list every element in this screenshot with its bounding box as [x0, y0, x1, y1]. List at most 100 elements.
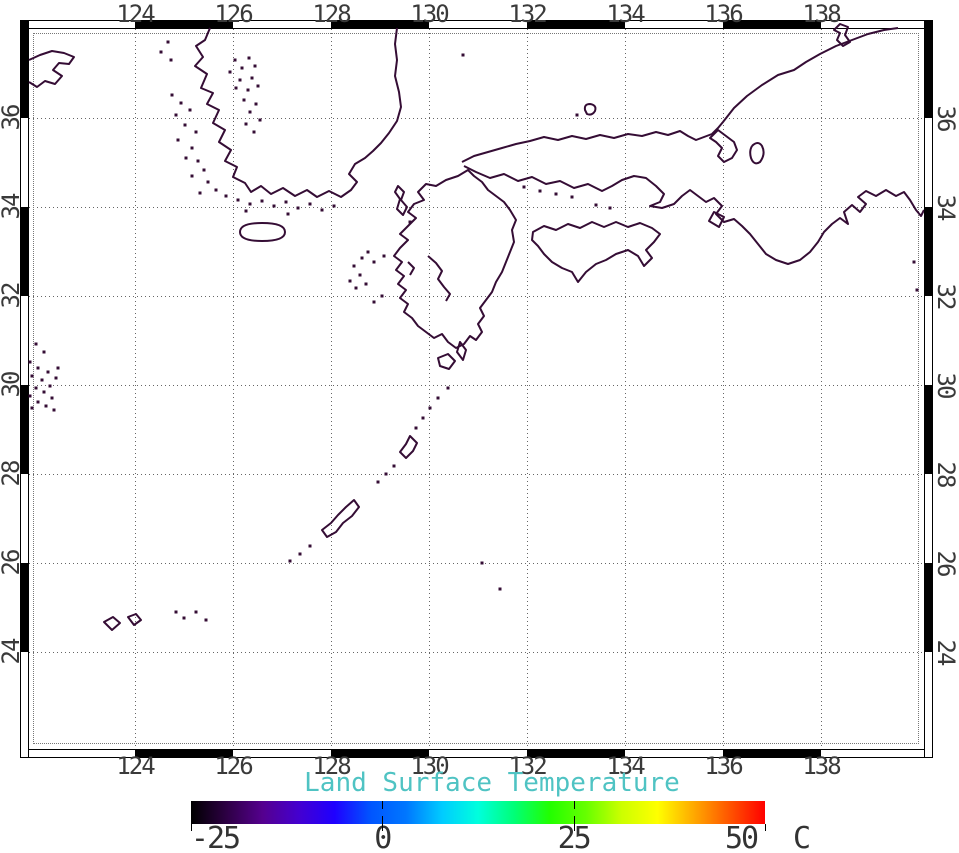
small-island: [258, 118, 262, 122]
small-island: [34, 342, 38, 346]
small-island: [308, 202, 312, 206]
lon-tick-label-bottom: 134: [606, 752, 645, 780]
colorbar-tick: [382, 801, 384, 809]
small-island: [594, 203, 598, 207]
small-island: [286, 212, 290, 216]
small-island: [248, 202, 252, 206]
lat-tick-label-right: 36: [932, 105, 959, 131]
small-island: [40, 378, 44, 382]
small-island: [194, 130, 198, 134]
small-island: [183, 123, 187, 127]
frame-band: [925, 207, 932, 296]
colorbar-tick-label: 0: [374, 821, 392, 853]
colorbar-gradient: [191, 801, 765, 824]
small-island: [214, 188, 218, 192]
coastline-awaji: [708, 211, 725, 228]
lat-tick-label-left: 24: [0, 639, 25, 665]
small-island: [915, 288, 919, 292]
small-island: [50, 396, 54, 400]
gridline-meridian: [233, 29, 234, 749]
small-island: [56, 366, 60, 370]
colorbar-unit-label: C: [792, 821, 811, 853]
small-island: [380, 294, 384, 298]
small-island: [392, 464, 396, 468]
lat-tick-label-right: 34: [932, 194, 959, 220]
lon-tick-label-bottom: 136: [704, 752, 743, 780]
lat-tick-label-left: 34: [0, 194, 25, 220]
lon-tick-label-top: 128: [312, 0, 351, 28]
lat-tick-label-left: 36: [0, 105, 25, 131]
frame-band: [331, 21, 429, 28]
small-island: [372, 260, 376, 264]
coastline-shikoku: [531, 221, 661, 283]
frame-band: [925, 563, 932, 652]
small-island: [44, 404, 48, 408]
small-island: [436, 396, 440, 400]
gridline-meridian: [331, 29, 332, 749]
lon-tick-label-bottom: 130: [410, 752, 449, 780]
coastline-lake-biwa: [749, 142, 765, 165]
coastline-jeju-island: [239, 222, 286, 242]
gridline-meridian: [723, 29, 724, 749]
coastline-map: [28, 23, 924, 631]
small-island: [233, 58, 237, 62]
small-island: [46, 370, 50, 374]
colorbar-tick: [191, 824, 192, 831]
small-island: [166, 40, 170, 44]
small-island: [196, 159, 200, 163]
colorbar-tick: [573, 816, 575, 824]
colorbar-tick-label: 25: [557, 821, 592, 853]
small-island: [522, 185, 526, 189]
small-island: [320, 208, 324, 212]
small-island: [382, 254, 386, 258]
small-island: [308, 544, 312, 548]
small-island: [384, 472, 388, 476]
small-island: [159, 50, 163, 54]
small-island: [224, 194, 228, 198]
small-island: [354, 286, 358, 290]
gridline-parallel: [29, 474, 924, 475]
coastline-noto-tip: [833, 23, 851, 47]
small-island: [34, 386, 38, 390]
small-island: [36, 400, 40, 404]
small-island: [204, 618, 208, 622]
small-island: [408, 220, 412, 224]
lon-tick-label-top: 126: [214, 0, 253, 28]
small-island: [254, 102, 258, 106]
frame-band: [925, 21, 932, 118]
small-island: [272, 204, 276, 208]
small-island: [182, 616, 186, 620]
lat-tick-label-right: 32: [932, 283, 959, 309]
small-island: [253, 64, 257, 68]
small-island: [352, 264, 356, 268]
small-island: [298, 552, 302, 556]
small-island: [538, 189, 542, 193]
small-island: [179, 101, 183, 105]
small-island: [428, 406, 432, 410]
lat-tick-label-left: 26: [0, 550, 25, 576]
lat-tick-label-right: 24: [932, 639, 959, 665]
small-island: [190, 146, 194, 150]
lat-tick-label-left: 28: [0, 461, 25, 487]
frame-right: [924, 20, 933, 758]
frame-band: [925, 385, 932, 474]
coastline-korea-peninsula: [194, 27, 402, 198]
colorbar-tick: [573, 801, 575, 809]
gridline-meridian: [527, 29, 528, 749]
small-island: [421, 416, 425, 420]
small-island: [170, 93, 174, 97]
lon-tick-label-bottom: 132: [508, 752, 547, 780]
lon-tick-label-top: 136: [704, 0, 743, 28]
small-island: [250, 76, 254, 80]
lon-tick-label-top: 130: [410, 0, 449, 28]
small-island: [28, 394, 32, 398]
coastline-kyushu-inlets: [407, 255, 451, 302]
small-island: [480, 561, 484, 565]
lat-tick-label-left: 30: [0, 372, 25, 398]
colorbar-tick: [765, 824, 766, 831]
small-island: [366, 250, 370, 254]
lon-tick-label-bottom: 138: [802, 752, 841, 780]
small-island: [414, 426, 418, 430]
small-island: [358, 273, 362, 277]
small-island: [238, 78, 242, 82]
